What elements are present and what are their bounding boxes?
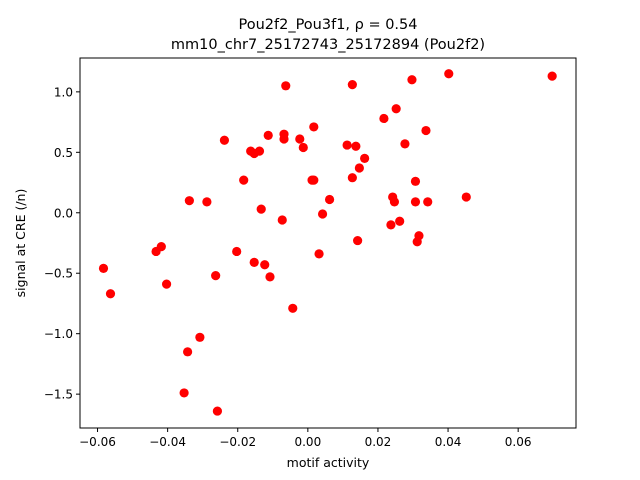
data-point-14	[239, 175, 249, 185]
data-point-7	[179, 388, 189, 398]
data-point-48	[395, 216, 405, 226]
axes-frame	[79, 57, 577, 429]
data-point-26	[281, 81, 291, 91]
data-point-55	[421, 125, 431, 136]
data-point-46	[389, 197, 400, 207]
x-axis-ticks: −0.06 −0.04 −0.02 0.00 0.02 0.04 0.06	[79, 428, 532, 449]
data-point-44	[386, 220, 396, 230]
data-point-1	[105, 289, 116, 299]
data-point-9	[202, 197, 212, 207]
data-point-33	[314, 249, 324, 259]
data-point-42	[360, 153, 370, 163]
y-tick-label-3: 0.0	[54, 206, 73, 220]
data-point-25	[279, 134, 289, 144]
data-point-23	[277, 215, 287, 225]
y-tick-label-0: −1.5	[44, 388, 73, 402]
data-point-56	[423, 197, 433, 207]
y-tick-label-2: −0.5	[44, 267, 73, 281]
y-tick-label-1: −1.0	[44, 327, 73, 341]
data-point-40	[353, 235, 363, 246]
data-point-43	[379, 113, 389, 124]
data-point-11	[212, 406, 223, 416]
data-point-10	[211, 271, 221, 281]
data-point-20	[260, 260, 270, 270]
data-point-59	[547, 71, 557, 81]
data-point-41	[354, 163, 364, 173]
y-tick-label-4: 0.5	[54, 146, 73, 160]
data-point-13	[232, 246, 242, 257]
x-axis-label: motif activity	[287, 455, 370, 470]
data-point-54	[414, 231, 424, 241]
data-point-6	[184, 196, 194, 206]
data-point-12	[219, 135, 230, 145]
data-point-8	[195, 332, 205, 342]
data-point-49	[400, 139, 410, 149]
x-tick-label-1: −0.04	[149, 435, 186, 449]
data-point-31	[309, 175, 319, 185]
x-tick-label-4: 0.02	[365, 435, 392, 449]
data-point-34	[317, 209, 328, 219]
x-tick-label-3: 0.00	[294, 435, 321, 449]
data-point-58	[461, 192, 471, 202]
data-points-layer	[98, 69, 557, 416]
x-tick-label-2: −0.02	[219, 435, 256, 449]
data-point-21	[263, 130, 273, 140]
data-point-38	[347, 80, 357, 90]
data-point-52	[410, 197, 421, 207]
plot-area: −0.06 −0.04 −0.02 0.00 0.02 0.04 0.06 −1.5 −1.0…	[44, 57, 577, 449]
data-point-3	[156, 242, 166, 252]
data-point-37	[347, 173, 357, 183]
data-point-29	[298, 142, 308, 153]
chart-title-line2: mm10_chr7_25172743_25172894 (Pou2f2)	[171, 37, 485, 53]
chart-title-line1: Pou2f2_Pou3f1, ρ = 0.54	[238, 17, 417, 33]
data-point-47	[391, 104, 401, 114]
data-point-22	[265, 272, 275, 282]
data-point-18	[254, 146, 265, 156]
data-point-19	[256, 204, 266, 214]
data-point-35	[324, 194, 335, 205]
x-tick-label-5: 0.04	[435, 435, 462, 449]
data-point-17	[249, 257, 259, 267]
data-point-32	[309, 122, 319, 132]
y-axis-ticks: −1.5 −1.0 −0.5 0.0 0.5 1.0	[44, 85, 80, 402]
y-tick-label-5: 1.0	[54, 85, 73, 99]
data-point-36	[342, 140, 352, 150]
data-point-27	[288, 303, 298, 313]
data-point-57	[444, 69, 454, 79]
data-point-51	[410, 176, 421, 186]
x-tick-label-6: 0.06	[505, 435, 532, 449]
x-tick-label-0: −0.06	[79, 435, 116, 449]
data-point-5	[183, 347, 193, 357]
data-point-4	[161, 279, 172, 289]
data-point-0	[98, 263, 109, 273]
data-point-28	[295, 134, 305, 144]
data-point-50	[407, 75, 417, 85]
data-point-39	[351, 141, 361, 151]
y-axis-label: signal at CRE (/n)	[13, 189, 28, 298]
